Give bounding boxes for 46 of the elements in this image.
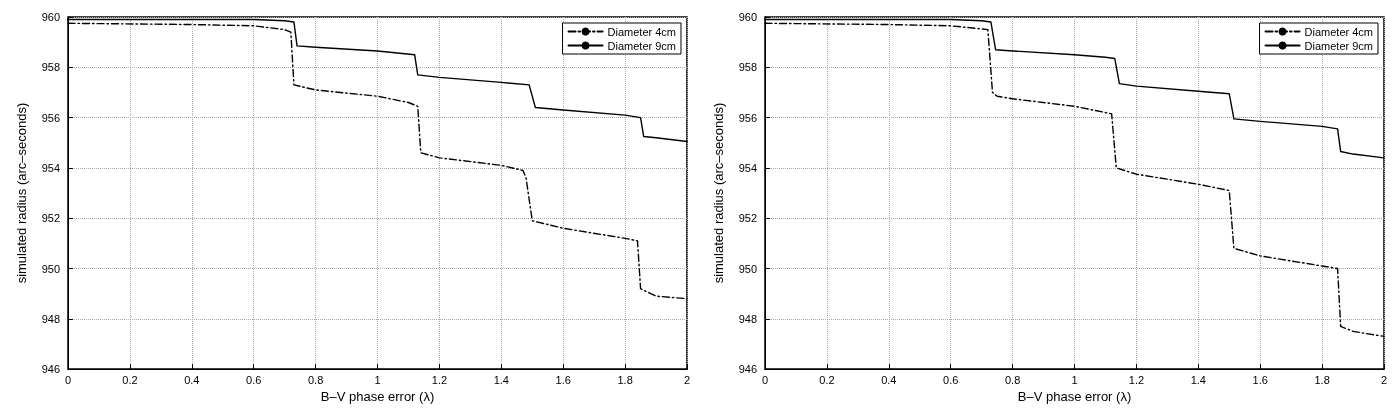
x-tick-label: 0.6	[943, 373, 959, 386]
y-tick-label: 952	[738, 212, 757, 225]
x-tick-label: 1.4	[493, 373, 509, 386]
y-tick-label: 960	[41, 11, 60, 23]
x-tick-label: 0.4	[184, 373, 200, 386]
y-tick-label: 952	[41, 212, 60, 225]
legend-label: Diameter 9cm	[1304, 39, 1374, 52]
y-tick-label: 956	[738, 111, 757, 124]
y-tick-label: 950	[738, 262, 757, 275]
x-tick-label: 0	[64, 373, 72, 386]
y-tick-label: 950	[41, 262, 60, 275]
x-tick-label: 0.6	[246, 373, 262, 386]
x-tick-label: 1.2	[1128, 373, 1145, 386]
legend-label: Diameter 4cm	[607, 25, 677, 38]
x-tick-label: 1	[374, 373, 381, 386]
y-axis-title: simulated radius (arc–seconds)	[14, 102, 29, 284]
x-tick-label: 1.8	[1314, 373, 1330, 386]
x-tick-label: 1.2	[431, 373, 448, 386]
x-tick-label: 0	[761, 373, 769, 386]
y-tick-label: 958	[738, 61, 757, 74]
x-tick-label: 0.8	[307, 373, 324, 386]
y-tick-label: 960	[738, 11, 757, 23]
x-tick-label: 1.4	[1190, 373, 1206, 386]
x-tick-label: 0.2	[819, 373, 835, 386]
x-tick-label: 1	[1071, 373, 1078, 386]
legend-label: Diameter 4cm	[1304, 25, 1374, 38]
y-tick-label: 954	[738, 161, 757, 174]
x-tick-label: 0.2	[122, 373, 138, 386]
x-tick-label: 1.6	[1252, 373, 1268, 386]
x-tick-label: 1.6	[555, 373, 571, 386]
y-tick-label: 956	[41, 111, 60, 124]
x-tick-label: 0.8	[1004, 373, 1021, 386]
x-tick-label: 2	[683, 373, 691, 386]
y-tick-label: 946	[41, 363, 60, 376]
x-tick-label: 1.8	[617, 373, 633, 386]
y-tick-label: 946	[738, 363, 757, 376]
x-axis-title: B–V phase error (λ)	[320, 389, 435, 404]
y-axis-title: simulated radius (arc–seconds)	[711, 102, 726, 284]
legend-label: Diameter 9cm	[607, 39, 677, 52]
y-tick-label: 948	[41, 312, 60, 325]
y-tick-label: 954	[41, 161, 60, 174]
x-tick-label: 0.4	[881, 373, 897, 386]
y-tick-label: 958	[41, 61, 60, 74]
x-axis-title: B–V phase error (λ)	[1017, 389, 1132, 404]
x-tick-label: 2	[1380, 373, 1388, 386]
y-tick-label: 948	[738, 312, 757, 325]
